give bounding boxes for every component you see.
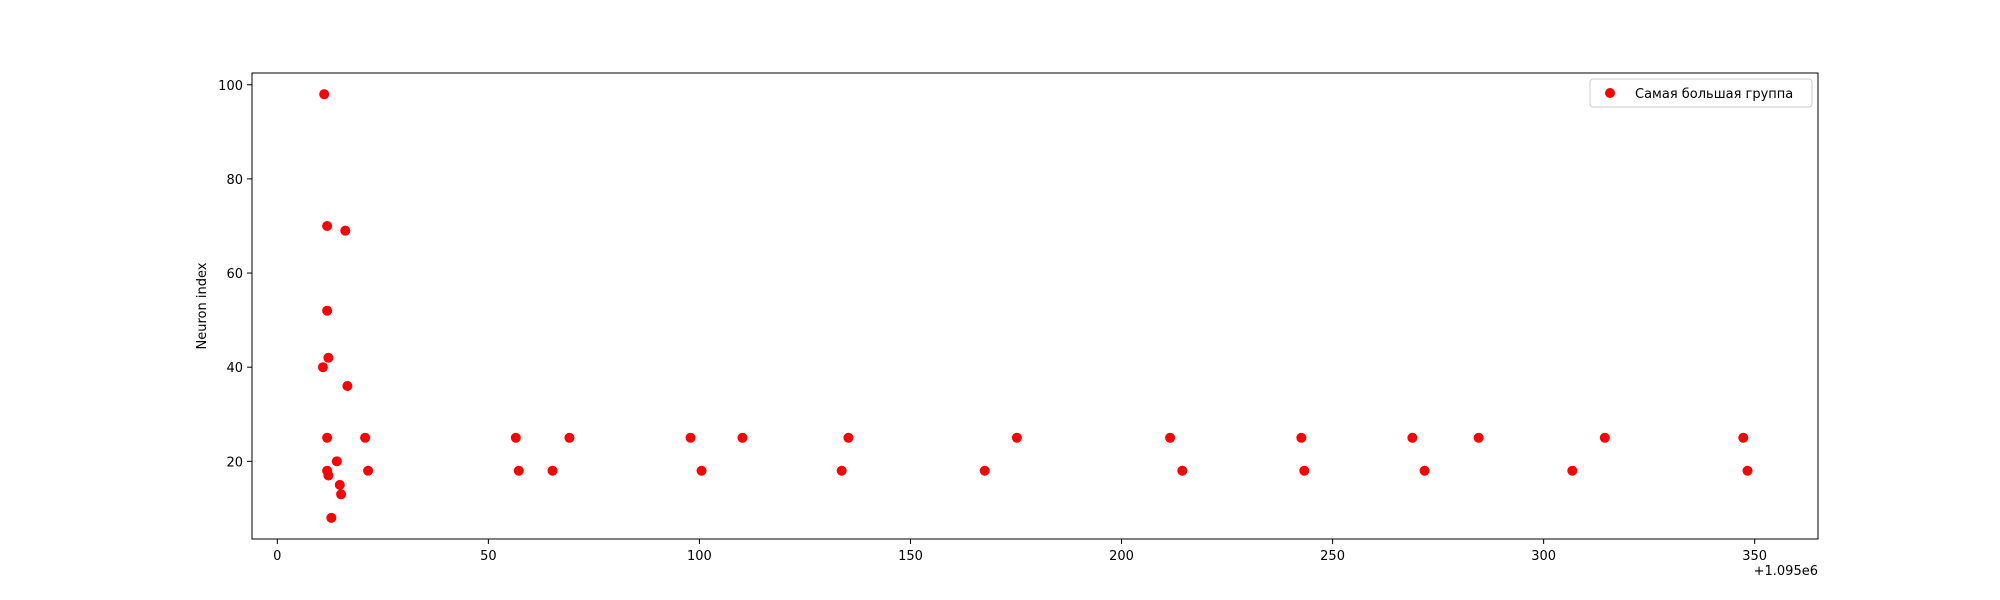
x-tick-label: 100 bbox=[687, 549, 712, 564]
x-tick-label: 50 bbox=[480, 549, 497, 564]
data-point bbox=[1407, 432, 1418, 443]
data-point bbox=[737, 432, 748, 443]
data-point bbox=[363, 465, 374, 476]
data-point bbox=[317, 362, 328, 373]
data-point bbox=[323, 352, 334, 363]
y-tick-label: 40 bbox=[226, 361, 243, 376]
data-point bbox=[1738, 432, 1749, 443]
data-point bbox=[322, 432, 333, 443]
data-point bbox=[1296, 432, 1307, 443]
data-point bbox=[979, 465, 990, 476]
data-point bbox=[1011, 432, 1022, 443]
data-point bbox=[696, 465, 707, 476]
data-point bbox=[1567, 465, 1578, 476]
x-tick-label: 350 bbox=[1742, 549, 1767, 564]
data-point bbox=[323, 470, 334, 481]
y-tick-label: 80 bbox=[226, 173, 243, 188]
x-axis-offset-label: +1.095e6 bbox=[1754, 564, 1818, 579]
data-point bbox=[322, 220, 333, 231]
data-point bbox=[685, 432, 696, 443]
legend-label: Самая большая группа bbox=[1635, 87, 1793, 102]
data-point bbox=[843, 432, 854, 443]
data-point bbox=[1165, 432, 1176, 443]
data-point bbox=[342, 381, 353, 392]
legend: Самая большая группа bbox=[1589, 78, 1813, 108]
data-point bbox=[1742, 465, 1753, 476]
data-point bbox=[836, 465, 847, 476]
data-points bbox=[317, 89, 1753, 523]
y-tick-label: 100 bbox=[218, 79, 243, 94]
y-tick-label: 60 bbox=[226, 267, 243, 282]
data-point bbox=[1599, 432, 1610, 443]
x-tick-label: 300 bbox=[1531, 549, 1556, 564]
data-point bbox=[547, 465, 558, 476]
x-tick-label: 250 bbox=[1320, 549, 1345, 564]
data-point bbox=[1419, 465, 1430, 476]
x-axis-ticks: 0 50 100 150 200 250 300 350 bbox=[273, 539, 1767, 564]
x-tick-label: 200 bbox=[1109, 549, 1134, 564]
data-point bbox=[360, 432, 371, 443]
data-point bbox=[319, 89, 330, 100]
y-tick-label: 20 bbox=[226, 455, 243, 470]
data-point bbox=[331, 456, 342, 467]
data-point bbox=[322, 305, 333, 316]
data-point bbox=[326, 512, 337, 523]
plot-area-frame bbox=[251, 72, 1819, 540]
y-axis-ticks: 20 40 60 80 100 bbox=[218, 79, 252, 470]
data-point bbox=[564, 432, 575, 443]
data-point bbox=[513, 465, 524, 476]
data-point bbox=[1177, 465, 1188, 476]
data-point bbox=[336, 489, 347, 500]
x-tick-label: 0 bbox=[273, 549, 281, 564]
data-point bbox=[510, 432, 521, 443]
data-point bbox=[1299, 465, 1310, 476]
legend-box bbox=[1589, 78, 1813, 108]
data-point bbox=[334, 479, 345, 490]
x-tick-label: 150 bbox=[898, 549, 923, 564]
data-point bbox=[340, 225, 351, 236]
legend-marker bbox=[1605, 88, 1615, 98]
data-point bbox=[1473, 432, 1484, 443]
y-axis-label: Neuron index bbox=[195, 262, 210, 349]
